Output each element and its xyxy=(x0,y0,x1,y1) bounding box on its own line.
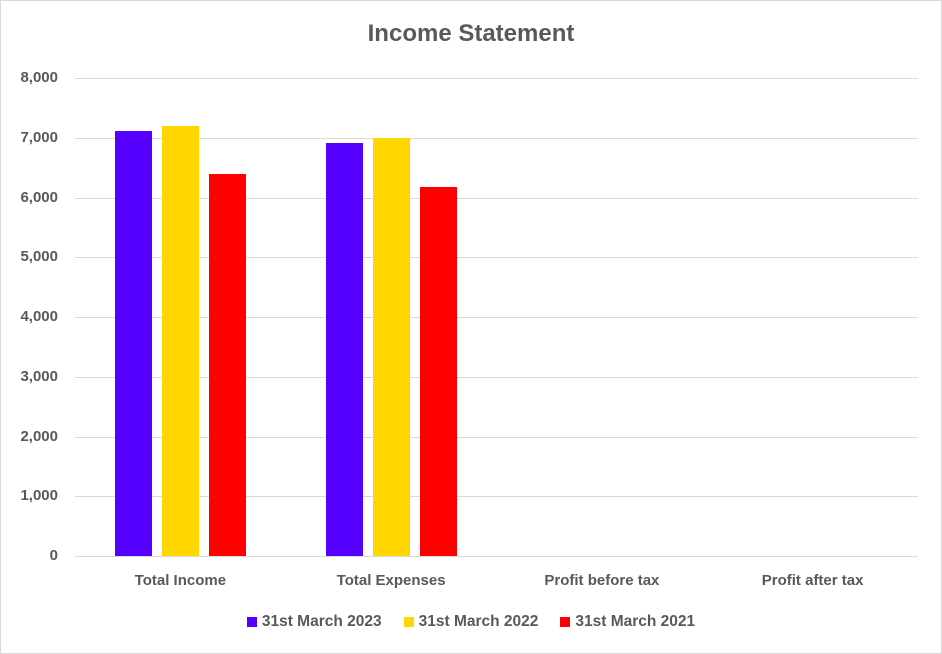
y-tick-label: 5,000 xyxy=(20,248,58,266)
y-tick-label: 4,000 xyxy=(20,308,58,325)
legend-swatch-icon xyxy=(560,617,571,627)
gridline xyxy=(75,257,918,259)
y-tick-label: 6,000 xyxy=(20,188,58,206)
y-tick-label: 2,000 xyxy=(20,427,58,445)
bar xyxy=(208,174,246,556)
chart-title: Income Statement xyxy=(367,20,575,47)
gridline xyxy=(75,317,918,318)
x-tick-label: Total Income xyxy=(134,572,227,589)
legend-label: 31st March 2023 xyxy=(261,613,382,630)
gridline xyxy=(75,197,918,199)
gridline xyxy=(75,78,918,79)
x-tick-label: Profit before tax xyxy=(544,572,660,589)
legend-label: 31st March 2022 xyxy=(418,613,539,630)
x-tick-label: Profit after tax xyxy=(761,572,864,589)
gridline xyxy=(75,556,918,557)
legend-label: 31st March 2021 xyxy=(575,613,696,630)
legend-item: 31st March 2022 xyxy=(403,613,539,631)
y-tick-label: 1,000 xyxy=(20,487,58,505)
gridline xyxy=(75,376,918,378)
y-tick-label: 7,000 xyxy=(20,128,58,146)
legend-item: 31st March 2023 xyxy=(246,613,382,631)
y-tick-label: 8,000 xyxy=(20,69,58,86)
plot-area xyxy=(75,78,918,557)
bar xyxy=(325,143,363,556)
legend: 31st March 2023 31st March 2022 31st March… xyxy=(0,613,942,631)
bar xyxy=(419,186,457,556)
y-tick-label: 0 xyxy=(49,547,58,564)
x-tick-label: Total Expenses xyxy=(336,572,446,589)
bar xyxy=(372,137,410,556)
bar xyxy=(161,125,199,556)
legend-swatch-icon xyxy=(246,617,257,627)
gridline xyxy=(75,137,918,139)
gridline xyxy=(75,496,918,498)
legend-item: 31st March 2021 xyxy=(560,613,695,631)
bar xyxy=(114,131,152,556)
legend-swatch-icon xyxy=(403,617,414,627)
gridline xyxy=(75,436,918,438)
y-tick-label: 3,000 xyxy=(20,367,58,385)
